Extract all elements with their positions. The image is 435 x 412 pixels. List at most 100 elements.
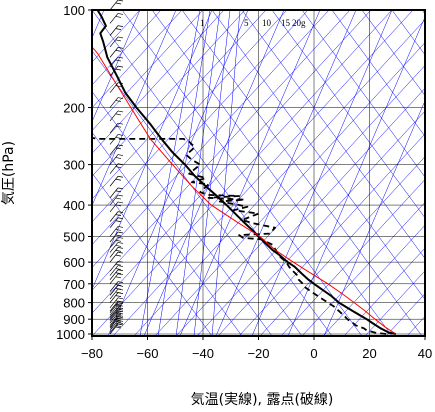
x-tick-label: −20 <box>247 346 269 361</box>
wind-barb-flag <box>115 300 122 303</box>
wind-barb-flag <box>115 157 122 159</box>
wind-barb-flag <box>115 317 122 320</box>
adiabat-line <box>121 10 363 336</box>
x-tick-label: 0 <box>310 346 317 361</box>
adiabat-line <box>301 10 425 178</box>
mixing-ratio-labels: 1 5 10 15 20g <box>200 18 306 28</box>
moist-adiabat-line <box>92 10 213 291</box>
isotherm-line <box>343 247 425 336</box>
wind-barb-flag <box>115 284 122 286</box>
adiabat-line <box>331 10 425 137</box>
wind-barb-staff <box>109 82 119 93</box>
adiabat-line <box>211 10 425 300</box>
wind-barb-flag <box>115 295 122 297</box>
isotherm-line <box>92 10 204 131</box>
x-tick-label: −80 <box>81 346 103 361</box>
moist-adiabat-line <box>323 100 425 336</box>
adiabat-line <box>151 10 393 336</box>
wind-barb-flag <box>117 308 124 311</box>
wind-barb-flag <box>117 281 124 283</box>
wind-barb-flag <box>117 265 124 267</box>
wind-barb-flag <box>117 312 124 315</box>
wind-barb-flag <box>117 65 124 68</box>
isotherm-line <box>280 179 425 336</box>
wind-barb-flag <box>115 234 122 237</box>
moist-adiabat-line <box>92 10 177 207</box>
wind-barb-flag <box>117 0 124 2</box>
wind-barb-staff <box>109 260 119 272</box>
wind-barb-staff <box>109 187 119 199</box>
wind-barb-staff <box>109 300 119 312</box>
wind-barb-flag <box>117 307 124 309</box>
wind-barb-staff <box>109 242 119 253</box>
isotherm-line <box>133 19 425 336</box>
moist-adiabat-line <box>107 10 249 336</box>
x-axis-title: 気温(実線), 露点(破線) <box>191 392 334 408</box>
isotherm-line <box>217 110 425 336</box>
adiabat-line <box>92 91 273 336</box>
moist-adiabat-line <box>251 10 393 336</box>
moist-adiabat-line <box>143 10 285 336</box>
isotherm-line <box>92 10 309 246</box>
wind-barb-flag <box>117 134 124 136</box>
wind-barb-flag <box>117 36 124 39</box>
wind-barb-staff <box>109 265 119 276</box>
wind-barb-flag <box>115 197 122 200</box>
wind-barb-flag <box>115 113 122 116</box>
wind-barb-flag <box>115 190 122 193</box>
wind-barb-staff <box>109 194 119 206</box>
wind-barb-flag <box>117 56 124 59</box>
isotherm-line <box>92 10 372 314</box>
wind-barb-staff <box>109 315 119 326</box>
isotherm-line <box>92 10 267 200</box>
wind-barb-flag <box>115 250 122 252</box>
wind-barb-staff <box>109 292 119 303</box>
wind-barb-flag <box>115 303 122 306</box>
wind-barb-flag <box>115 68 122 71</box>
wind-barb-flag <box>117 110 124 113</box>
mixing-ratio-label: 20g <box>292 18 306 28</box>
wind-barb-flag <box>117 314 124 317</box>
wind-barb-flag <box>117 273 124 276</box>
wind-barb-flag <box>115 229 122 231</box>
wind-barb-flag <box>115 288 122 290</box>
mixing-ratio-line <box>139 10 201 336</box>
wind-barb-flag <box>117 236 124 239</box>
wind-barb-flag <box>117 194 124 197</box>
wind-barb-staff <box>109 304 119 316</box>
wind-barb-staff <box>109 288 119 300</box>
wind-barb-flag <box>115 311 122 314</box>
wind-barb-flag <box>117 82 124 85</box>
y-tick-label: 1000 <box>56 327 85 342</box>
wind-barb-flag <box>117 217 124 220</box>
mixing-ratio-line <box>211 10 241 336</box>
wind-barb-staff <box>109 163 119 174</box>
series-group <box>92 10 397 335</box>
wind-barb-staff <box>109 36 119 48</box>
isotherm-line <box>92 10 246 177</box>
isotherm-line <box>364 270 425 336</box>
wind-barb-flag <box>115 85 122 88</box>
wind-barb-flag <box>115 313 122 316</box>
wind-barb-flag <box>115 59 122 62</box>
isotherm-line <box>154 42 425 336</box>
wind-barb-staff <box>109 97 119 108</box>
wind-barb-flag <box>117 187 124 190</box>
adiabat-line <box>271 10 425 219</box>
wind-barb-flag <box>115 315 122 318</box>
wind-barb-staff <box>109 110 119 122</box>
wind-barb-flag <box>117 226 124 228</box>
wind-barb-flag <box>115 204 122 207</box>
wind-barb-staff <box>109 211 119 222</box>
wind-barb-flag <box>117 251 124 254</box>
wind-barb-staff <box>109 47 119 58</box>
wind-barb-flag <box>117 322 124 324</box>
wind-barb-staff <box>109 134 119 145</box>
wind-barb-flag <box>117 154 124 156</box>
wind-barb-staff <box>109 247 119 258</box>
wind-barb-staff <box>109 269 119 280</box>
wind-barbs <box>109 0 124 335</box>
wind-barb-flag <box>117 247 124 249</box>
adiabat-line <box>92 50 303 336</box>
